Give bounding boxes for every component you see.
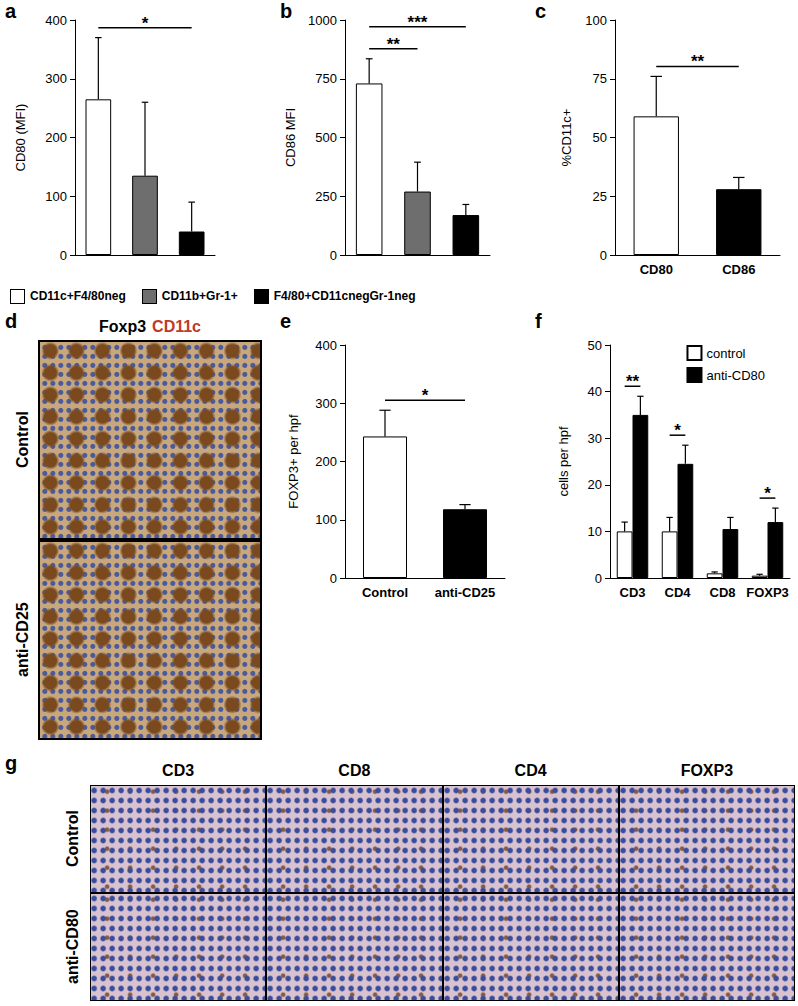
svg-text:*: * xyxy=(674,421,681,440)
html-text:CD11c+F4/80neg: CD11c+F4/80neg xyxy=(30,289,126,303)
html-text:d: d xyxy=(5,310,18,332)
svg-text:25: 25 xyxy=(593,189,607,204)
svg-text:30: 30 xyxy=(588,431,602,446)
svg-text:0: 0 xyxy=(595,571,602,586)
svg-text:Control: Control xyxy=(362,585,408,600)
html-text:Control: Control xyxy=(14,411,31,469)
svg-text:**: ** xyxy=(691,52,705,71)
svg-text:100: 100 xyxy=(585,13,607,28)
svg-text:FOXP3: FOXP3 xyxy=(746,585,789,600)
svg-text:CD80 (MFI): CD80 (MFI) xyxy=(13,104,28,172)
svg-text:40: 40 xyxy=(588,384,602,399)
html-text:e: e xyxy=(280,310,292,332)
svg-text:50: 50 xyxy=(593,130,607,145)
svg-text:0: 0 xyxy=(330,571,337,586)
svg-text:100: 100 xyxy=(315,512,337,527)
html-text:CD11b+Gr-1+: CD11b+Gr-1+ xyxy=(161,289,238,303)
svg-text:1000: 1000 xyxy=(308,13,337,28)
svg-text:200: 200 xyxy=(45,130,67,145)
svg-text:anti-CD25: anti-CD25 xyxy=(435,585,496,600)
svg-text:*: * xyxy=(422,386,429,405)
html-text:CD3: CD3 xyxy=(162,762,195,779)
svg-text:cells per hpf: cells per hpf xyxy=(556,426,571,496)
svg-text:FOXP3+ per hpf: FOXP3+ per hpf xyxy=(286,414,301,509)
html-text:Control: Control xyxy=(64,810,81,868)
html-text:b: b xyxy=(280,0,293,22)
svg-text:***: *** xyxy=(408,13,428,32)
html-text:c: c xyxy=(535,0,547,22)
svg-text:75: 75 xyxy=(593,71,607,86)
svg-text:*: * xyxy=(764,484,771,503)
svg-text:750: 750 xyxy=(315,71,337,86)
svg-text:400: 400 xyxy=(315,338,337,353)
svg-text:0: 0 xyxy=(60,248,67,263)
html-text:g: g xyxy=(5,752,18,774)
html-text:Foxp3 CD11c: Foxp3 CD11c xyxy=(99,318,201,335)
svg-text:CD86 MFI: CD86 MFI xyxy=(283,108,298,167)
svg-text:300: 300 xyxy=(45,71,67,86)
svg-text:250: 250 xyxy=(315,189,337,204)
svg-text:CD3: CD3 xyxy=(619,585,645,600)
html-text:f: f xyxy=(535,310,542,332)
svg-text:200: 200 xyxy=(315,454,337,469)
svg-text:500: 500 xyxy=(315,130,337,145)
html-text:F4/80+CD11cnegGr-1neg: F4/80+CD11cnegGr-1neg xyxy=(273,289,416,303)
html-text:a: a xyxy=(5,0,17,22)
svg-text:anti-CD80: anti-CD80 xyxy=(706,368,765,383)
svg-text:0: 0 xyxy=(330,248,337,263)
svg-text:**: ** xyxy=(626,372,640,391)
html-text:FOXP3: FOXP3 xyxy=(680,762,734,779)
html-text:CD4: CD4 xyxy=(514,762,547,779)
svg-text:10: 10 xyxy=(588,524,602,539)
svg-text:CD86: CD86 xyxy=(722,262,755,277)
svg-text:300: 300 xyxy=(315,396,337,411)
svg-text:0: 0 xyxy=(600,248,607,263)
svg-text:%CD11c+: %CD11c+ xyxy=(559,109,574,167)
svg-text:100: 100 xyxy=(45,189,67,204)
html-text:anti-CD25: anti-CD25 xyxy=(14,602,31,678)
svg-text:control: control xyxy=(706,346,745,361)
svg-text:*: * xyxy=(142,14,149,33)
html-text:anti-CD80: anti-CD80 xyxy=(64,909,81,985)
svg-text:CD80: CD80 xyxy=(640,262,673,277)
svg-text:20: 20 xyxy=(588,477,602,492)
svg-text:CD8: CD8 xyxy=(709,585,735,600)
html-text:CD8: CD8 xyxy=(338,762,371,779)
svg-text:400: 400 xyxy=(45,13,67,28)
svg-text:50: 50 xyxy=(588,338,602,353)
svg-text:CD4: CD4 xyxy=(664,585,691,600)
svg-text:**: ** xyxy=(387,35,401,54)
